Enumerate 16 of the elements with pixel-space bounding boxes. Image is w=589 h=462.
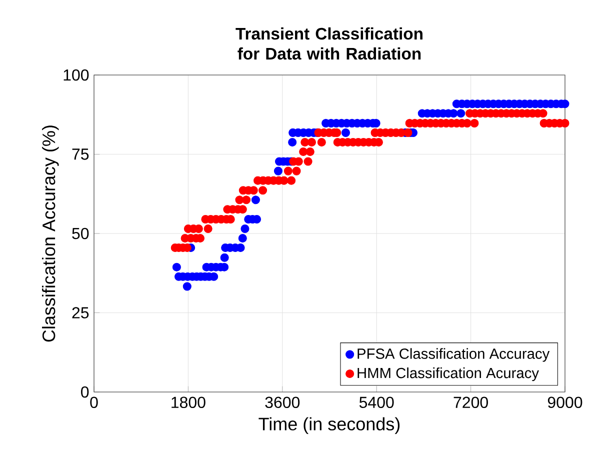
x-tick-label: 3600 xyxy=(265,396,300,408)
y-tick-label: 0 xyxy=(81,386,89,398)
legend-label: HMM Classification Acuracy xyxy=(358,367,539,382)
y-tick-label: 25 xyxy=(72,307,89,318)
x-tick-label: 5400 xyxy=(359,396,394,408)
x-tick-label: 7200 xyxy=(454,396,488,408)
y-axis-title: Classification Accuracy (%) xyxy=(42,126,59,342)
x-tick-label: 9000 xyxy=(548,396,582,408)
y-tick-label: 50 xyxy=(72,228,89,240)
y-tick-label: 100 xyxy=(64,69,89,81)
x-tick-label: 0 xyxy=(90,396,98,408)
x-axis-title: Time (in seconds) xyxy=(258,417,400,434)
x-tick-label: 1800 xyxy=(172,396,206,408)
y-tick-label: 75 xyxy=(72,148,89,160)
legend-label: PFSA Classification Accuracy xyxy=(358,348,550,362)
chart-title: Transient Classification for Data with Radiation xyxy=(236,27,422,60)
